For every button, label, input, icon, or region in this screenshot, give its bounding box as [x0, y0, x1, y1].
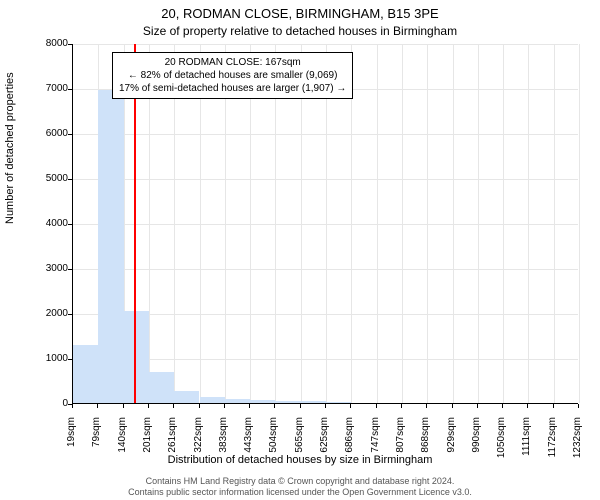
xtick-mark: [148, 404, 149, 408]
xtick-mark: [502, 404, 503, 408]
xtick-mark: [72, 404, 73, 408]
ytick-mark: [68, 134, 72, 135]
histogram-bar: [200, 397, 225, 403]
histogram-bar: [275, 401, 300, 403]
xtick-label: 140sqm: [118, 417, 128, 477]
histogram-bar: [225, 399, 250, 403]
histogram-bar: [124, 311, 149, 403]
ytick-label: 8000: [32, 39, 68, 49]
xtick-mark: [300, 404, 301, 408]
xtick-label: 868sqm: [421, 417, 431, 477]
xtick-label: 1111sqm: [522, 417, 532, 477]
ytick-label: 6000: [32, 129, 68, 139]
ytick-mark: [68, 314, 72, 315]
xtick-label: 807sqm: [396, 417, 406, 477]
grid-line-v: [554, 44, 555, 403]
annotation-line1: 20 RODMAN CLOSE: 167sqm: [165, 57, 301, 68]
ytick-mark: [68, 89, 72, 90]
chart-container: 20, RODMAN CLOSE, BIRMINGHAM, B15 3PE Si…: [0, 0, 600, 500]
ytick-mark: [68, 269, 72, 270]
histogram-bar: [301, 401, 326, 403]
xtick-label: 1172sqm: [548, 417, 558, 477]
xtick-label: 565sqm: [295, 417, 305, 477]
grid-line-v: [503, 44, 504, 403]
xtick-label: 1050sqm: [497, 417, 507, 477]
xtick-label: 747sqm: [371, 417, 381, 477]
xtick-label: 322sqm: [194, 417, 204, 477]
xtick-mark: [199, 404, 200, 408]
ytick-label: 2000: [32, 309, 68, 319]
ytick-label: 7000: [32, 84, 68, 94]
xtick-label: 19sqm: [67, 417, 77, 477]
xtick-label: 79sqm: [92, 417, 102, 477]
ytick-mark: [68, 359, 72, 360]
grid-line-v: [453, 44, 454, 403]
histogram-bar: [98, 90, 123, 403]
xtick-mark: [97, 404, 98, 408]
histogram-bar: [174, 391, 199, 403]
annotation-box: 20 RODMAN CLOSE: 167sqm ← 82% of detache…: [112, 52, 353, 99]
annotation-line3: 17% of semi-detached houses are larger (…: [119, 83, 346, 94]
xtick-label: 686sqm: [345, 417, 355, 477]
ytick-mark: [68, 224, 72, 225]
ytick-mark: [68, 179, 72, 180]
xtick-mark: [274, 404, 275, 408]
histogram-bar: [149, 372, 174, 404]
ytick-label: 4000: [32, 219, 68, 229]
footer-attribution: Contains HM Land Registry data © Crown c…: [0, 476, 600, 498]
xtick-mark: [401, 404, 402, 408]
grid-line-v: [528, 44, 529, 403]
xtick-mark: [350, 404, 351, 408]
footer-line1: Contains HM Land Registry data © Crown c…: [146, 476, 455, 486]
xtick-mark: [452, 404, 453, 408]
grid-line-v: [402, 44, 403, 403]
histogram-bar: [250, 400, 275, 403]
xtick-mark: [553, 404, 554, 408]
ytick-label: 5000: [32, 174, 68, 184]
grid-line-v: [478, 44, 479, 403]
xtick-mark: [173, 404, 174, 408]
xtick-mark: [527, 404, 528, 408]
histogram-bar: [326, 402, 351, 403]
xtick-mark: [325, 404, 326, 408]
y-axis-label: Number of detached properties: [4, 72, 16, 224]
ytick-label: 0: [32, 399, 68, 409]
xtick-label: 504sqm: [269, 417, 279, 477]
footer-line2: Contains public sector information licen…: [128, 487, 472, 497]
chart-title-line2: Size of property relative to detached ho…: [0, 24, 600, 38]
ytick-label: 1000: [32, 354, 68, 364]
xtick-mark: [477, 404, 478, 408]
xtick-label: 261sqm: [168, 417, 178, 477]
xtick-label: 383sqm: [219, 417, 229, 477]
xtick-mark: [123, 404, 124, 408]
ytick-label: 3000: [32, 264, 68, 274]
histogram-bar: [73, 345, 98, 404]
xtick-label: 201sqm: [143, 417, 153, 477]
grid-line-v: [579, 44, 580, 403]
annotation-line2: ← 82% of detached houses are smaller (9,…: [128, 70, 338, 81]
grid-line-v: [427, 44, 428, 403]
xtick-mark: [249, 404, 250, 408]
grid-line-v: [377, 44, 378, 403]
xtick-mark: [426, 404, 427, 408]
ytick-mark: [68, 44, 72, 45]
chart-title-line1: 20, RODMAN CLOSE, BIRMINGHAM, B15 3PE: [0, 6, 600, 21]
xtick-label: 990sqm: [472, 417, 482, 477]
xtick-label: 1232sqm: [573, 417, 583, 477]
xtick-mark: [578, 404, 579, 408]
xtick-mark: [224, 404, 225, 408]
xtick-label: 443sqm: [244, 417, 254, 477]
xtick-label: 625sqm: [320, 417, 330, 477]
xtick-mark: [376, 404, 377, 408]
xtick-label: 929sqm: [447, 417, 457, 477]
